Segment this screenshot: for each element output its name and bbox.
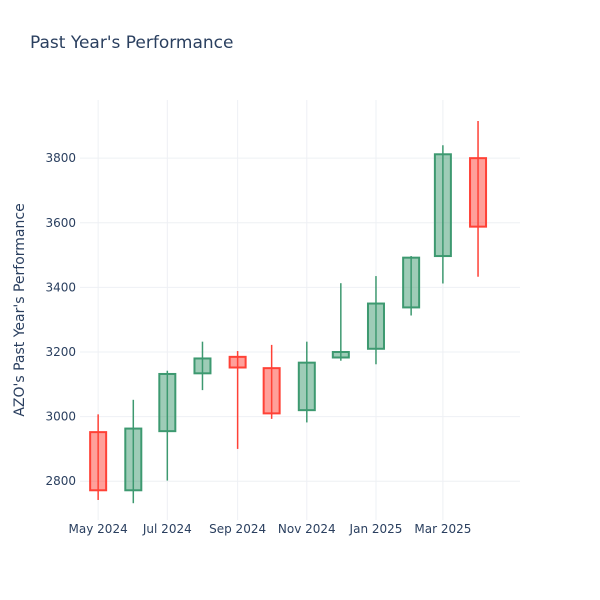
candle-body (433, 153, 452, 258)
candle-decreasing (89, 414, 108, 500)
candle-increasing (158, 370, 177, 481)
candle-body (262, 367, 281, 415)
y-tick-label: 3200 (45, 345, 76, 359)
y-tick-label: 2800 (45, 474, 76, 488)
x-tick-label: Jul 2024 (142, 522, 192, 536)
x-tick-label: Mar 2025 (414, 522, 471, 536)
x-tick-label: Jan 2025 (349, 522, 403, 536)
candle-decreasing (228, 351, 247, 449)
y-tick-label: 3600 (45, 216, 76, 230)
candle-body (331, 351, 350, 359)
candle-increasing (433, 145, 452, 284)
y-tick-label: 3800 (45, 151, 76, 165)
candle-body (124, 427, 143, 492)
candle-body (469, 157, 488, 228)
axis-ticks: 2800 3000 3200 3400 3600 3800 May 2024 Jul 2024… (45, 151, 471, 536)
gridlines (80, 100, 520, 520)
candle-increasing (124, 399, 143, 504)
candle-body (366, 302, 385, 350)
candle-body (193, 357, 212, 375)
chart-title: Past Year's Performance (30, 33, 234, 53)
candle-body (228, 355, 247, 369)
candle-increasing (402, 256, 421, 316)
candle-increasing (193, 341, 212, 391)
candle-body (89, 431, 108, 492)
x-tick-label: Nov 2024 (278, 522, 336, 536)
candle-body (402, 256, 421, 309)
candle-body (158, 372, 177, 433)
x-tick-label: Sep 2024 (209, 522, 266, 536)
x-tick-label: May 2024 (69, 522, 128, 536)
candles (89, 121, 488, 504)
candle-increasing (297, 341, 316, 423)
candle-increasing (366, 276, 385, 365)
y-tick-label: 3400 (45, 280, 76, 294)
candle-decreasing (262, 344, 281, 419)
candle-body (297, 361, 316, 412)
y-tick-label: 3000 (45, 410, 76, 424)
candle-increasing (331, 283, 350, 361)
candle-decreasing (469, 121, 488, 277)
